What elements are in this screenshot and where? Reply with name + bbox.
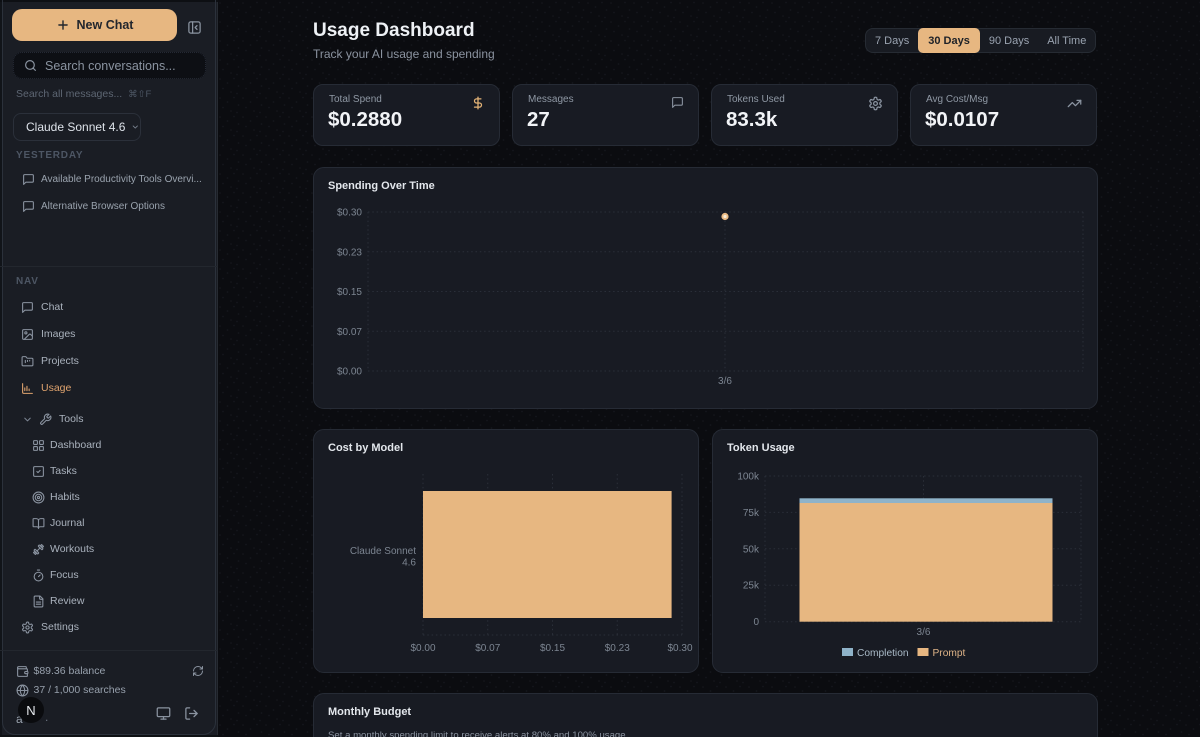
svg-text:$0.00: $0.00 xyxy=(337,367,362,378)
svg-text:$0.23: $0.23 xyxy=(337,247,362,258)
svg-text:$0.00: $0.00 xyxy=(410,643,435,654)
svg-text:$0.07: $0.07 xyxy=(475,643,500,654)
svg-text:$0.30: $0.30 xyxy=(667,643,692,654)
svg-text:$0.15: $0.15 xyxy=(337,287,362,298)
svg-text:100k: 100k xyxy=(737,472,760,483)
svg-text:$0.15: $0.15 xyxy=(540,643,565,654)
svg-text:3/6: 3/6 xyxy=(917,627,931,638)
svg-text:3/6: 3/6 xyxy=(718,376,732,387)
svg-text:$0.07: $0.07 xyxy=(337,327,362,338)
svg-text:Claude Sonnet: Claude Sonnet xyxy=(350,546,416,557)
svg-text:$0.30: $0.30 xyxy=(337,208,362,219)
svg-text:4.6: 4.6 xyxy=(402,558,416,569)
svg-text:75k: 75k xyxy=(743,508,760,519)
svg-text:$0.23: $0.23 xyxy=(605,643,630,654)
svg-text:50k: 50k xyxy=(743,544,760,555)
svg-text:Prompt: Prompt xyxy=(933,648,966,659)
svg-text:Completion: Completion xyxy=(857,648,909,659)
svg-text:25k: 25k xyxy=(743,581,760,592)
svg-text:0: 0 xyxy=(753,617,759,628)
